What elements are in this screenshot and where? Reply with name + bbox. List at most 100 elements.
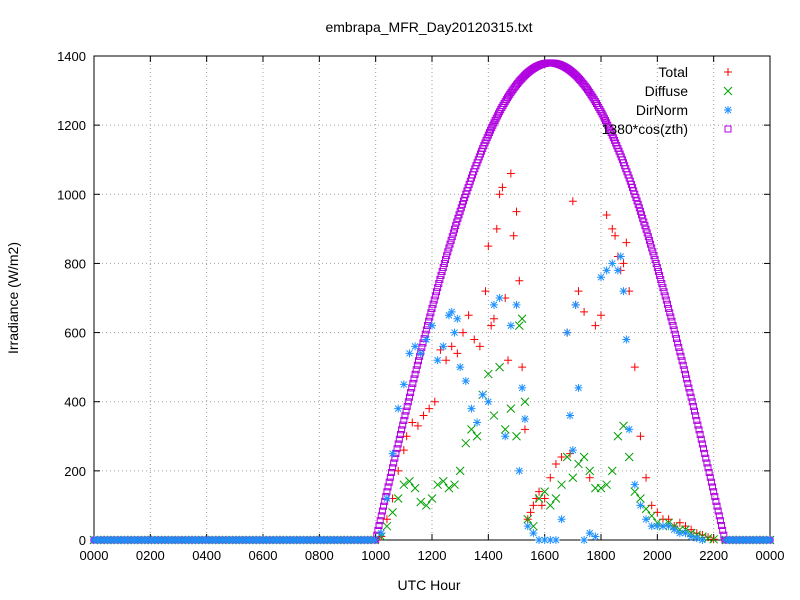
cos-zth-point [715,512,723,520]
grid [94,56,770,540]
diffuse-point [382,521,392,531]
cos-zth-point [636,207,644,215]
x-tick-label: 1200 [418,548,447,563]
diffuse-point [472,431,482,441]
dirnorm-point [551,536,560,544]
dirnorm-point [613,266,622,275]
cos-zth-point [410,375,418,383]
cos-zth-point [455,211,463,219]
cos-zth-point [667,313,675,321]
total-point [515,276,524,285]
cos-zth-point [659,284,667,292]
diffuse-point [551,494,561,503]
total-point [602,211,611,220]
cos-zth-point [422,326,430,334]
diffuse-point [438,476,448,486]
diffuse-point [619,421,628,431]
diffuse-point [574,459,583,469]
dirnorm-point [422,335,431,344]
total-point [512,207,521,216]
dirnorm-point [450,328,459,337]
cos-zth-point [705,469,713,477]
dirnorm-point [630,480,639,489]
dirnorm-point [453,314,462,323]
cos-zth-point [648,244,656,252]
cos-zth-point [714,507,722,515]
legend-marker [724,125,732,133]
cos-zth-point [696,431,704,439]
cos-zth-point [638,211,646,219]
cos-zth-point [413,361,421,369]
cos-zth-point [603,119,611,127]
dirnorm-point [489,300,498,309]
diffuse-point [405,476,414,486]
diffuse-point [500,425,510,434]
dirnorm-point [447,307,456,316]
total-point [413,421,422,430]
total-point [557,453,566,462]
dirnorm-point [675,529,684,538]
cos-zth-point [682,370,689,378]
cos-zth-point [663,300,671,308]
cos-zth-point [665,304,673,312]
total-point [664,515,673,524]
dirnorm-point [557,515,566,524]
cos-zth-point [597,108,605,116]
dirnorm-point [461,376,470,385]
dirnorm-point [687,532,696,541]
cos-zth-point [668,317,676,325]
cos-zth-point [434,284,442,292]
dirnorm-point [467,404,476,413]
x-tick-label: 0000 [80,548,109,563]
axis-ticks: 0000 0200 0400 0600 0800 1000 1200 1400 1600 1800… [57,49,784,563]
x-tick-label: 1600 [530,548,559,563]
cos-zth-point [649,248,657,256]
cos-zth-point [703,459,711,467]
total-point [568,197,577,206]
cos-zth-point [598,110,606,118]
cos-zth-point [426,313,434,321]
diffuse-point [636,494,645,503]
cos-zth-point [437,271,445,279]
dirnorm-point [399,380,408,389]
total-point [442,356,451,365]
cos-zth-point [380,502,388,510]
cos-zth-point [710,488,718,496]
dirnorm-point [416,349,425,358]
cos-zth-point [399,421,407,429]
cos-zth-point [436,275,444,283]
diffuse-point [613,431,623,441]
total-point [630,363,639,372]
diffuse-point [489,411,499,420]
cos-zth-point [653,263,661,271]
total-point [425,404,434,413]
legend-marker [723,86,733,96]
cos-zth-point [694,421,702,429]
cos-zth-point [647,240,655,248]
x-axis-label: UTC Hour [397,577,460,593]
dirnorm-point [619,287,628,296]
cos-zth-point [435,280,443,288]
cos-zth-point [642,225,650,233]
cos-zth-point [387,469,395,477]
cos-zth-point [385,478,393,486]
cos-zth-point [688,398,696,406]
total-point [453,349,462,358]
cos-zth-point [606,126,614,134]
cos-zth-point [687,393,695,401]
cos-zth-point [428,304,436,312]
dirnorm-point [625,425,634,434]
cos-zth-point [662,296,670,304]
diffuse-point [641,504,651,514]
total-point [419,411,428,420]
total-point [506,169,515,178]
total-point [526,508,535,517]
dirnorm-point [428,321,436,330]
cos-zth-point [453,218,461,226]
dirnorm-point [563,328,572,337]
dirnorm-point [670,525,679,534]
total-point [408,418,417,427]
cos-zth-point [427,309,435,317]
diffuse-point [399,480,409,490]
dirnorm-point [692,534,701,543]
